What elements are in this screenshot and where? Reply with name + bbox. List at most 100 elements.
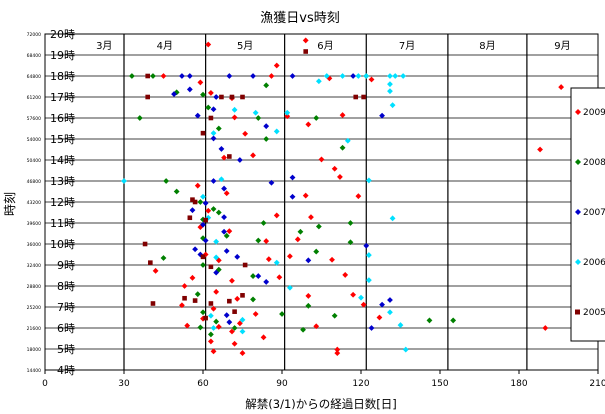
data-point-2006 (387, 81, 393, 88)
y-tick-label: 61200 (27, 95, 41, 101)
data-point-2005 (219, 94, 224, 100)
data-point-2007 (250, 73, 256, 79)
data-point-2007 (210, 178, 217, 184)
legend-marker-2008 (575, 159, 581, 165)
data-point-2009 (260, 334, 267, 341)
data-point-2006 (389, 215, 396, 222)
data-point-2007 (289, 193, 296, 200)
data-point-2008 (200, 262, 206, 268)
data-point-2006 (213, 254, 220, 261)
data-point-2009 (368, 76, 375, 83)
y-tick-label: 57600 (27, 116, 41, 122)
y-tick-label: 18000 (27, 347, 41, 353)
y-tick-label: 43200 (27, 200, 41, 206)
data-point-2009 (213, 288, 220, 295)
data-point-2008 (215, 266, 222, 273)
data-point-2008 (197, 199, 204, 205)
data-point-2008 (136, 115, 143, 121)
data-point-2009 (197, 79, 204, 86)
data-point-2006 (273, 128, 280, 135)
month-label: 6月 (317, 40, 333, 52)
data-point-2006 (287, 284, 293, 291)
data-point-2008 (331, 312, 338, 319)
data-point-2008 (129, 73, 135, 79)
hour-label: 10時 (50, 238, 75, 251)
data-point-2009 (331, 165, 338, 172)
data-point-2008 (300, 326, 306, 333)
x-tick-label: 150 (431, 379, 448, 389)
y-tick-label: 72000 (27, 32, 41, 38)
data-point-2009 (276, 274, 283, 281)
data-point-2008 (231, 325, 238, 331)
data-point-2006 (239, 328, 246, 335)
data-point-2007 (210, 106, 217, 113)
data-point-2007 (213, 269, 220, 276)
data-point-2008 (250, 273, 256, 279)
data-point-2007 (289, 73, 296, 79)
data-point-2009 (184, 322, 191, 329)
data-point-2009 (215, 323, 222, 330)
data-point-2006 (252, 109, 259, 116)
data-point-2009 (231, 114, 238, 121)
data-point-2009 (302, 37, 309, 44)
data-point-2006 (392, 73, 399, 79)
data-point-2007 (263, 123, 270, 130)
data-point-2008 (197, 324, 204, 331)
data-point-2005 (190, 197, 195, 202)
data-point-2009 (194, 182, 201, 189)
data-point-2006 (397, 322, 404, 328)
data-point-2009 (208, 338, 214, 345)
data-point-2007 (268, 179, 275, 186)
hour-label: 16時 (50, 112, 75, 125)
data-point-2005 (145, 94, 150, 100)
data-point-2007 (202, 200, 209, 207)
data-point-2005 (208, 264, 214, 270)
hour-label: 6時 (57, 322, 75, 335)
hour-label: 11時 (50, 217, 75, 230)
data-point-2009 (226, 228, 233, 235)
hour-label: 17時 (50, 91, 75, 104)
data-point-2008 (263, 82, 270, 89)
data-point-2005 (242, 262, 248, 268)
data-point-2005 (227, 298, 232, 304)
data-point-2009 (313, 323, 320, 330)
data-point-2009 (242, 130, 249, 137)
data-point-2008 (150, 73, 156, 79)
month-label: 3月 (96, 40, 112, 52)
data-point-2007 (226, 319, 233, 326)
data-point-2009 (265, 256, 272, 263)
data-point-2008 (260, 220, 267, 226)
data-point-2009 (208, 90, 214, 96)
month-label: 8月 (479, 40, 495, 52)
month-label: 5月 (237, 40, 253, 52)
data-point-2007 (236, 157, 243, 163)
data-point-2009 (542, 325, 549, 331)
x-tick-label: 90 (276, 379, 288, 389)
data-point-2009 (360, 301, 367, 308)
data-point-2008 (315, 223, 322, 230)
data-point-2008 (223, 232, 230, 239)
data-point-2007 (200, 221, 206, 228)
data-point-2007 (234, 253, 241, 260)
data-point-2007 (202, 237, 209, 244)
data-point-2006 (366, 252, 372, 258)
data-point-2008 (173, 188, 180, 195)
data-point-2007 (221, 185, 227, 192)
data-point-2009 (250, 152, 256, 159)
data-point-2007 (226, 73, 233, 79)
data-point-2006 (366, 177, 372, 184)
data-point-2009 (205, 41, 212, 48)
data-point-2008 (426, 317, 433, 324)
data-point-2008 (297, 228, 304, 235)
data-point-2006 (358, 294, 364, 301)
data-point-2009 (179, 302, 185, 309)
data-point-2007 (210, 135, 217, 142)
data-point-2007 (363, 242, 370, 249)
data-point-2009 (337, 174, 343, 180)
data-point-2005 (232, 309, 237, 314)
data-point-2005 (240, 293, 245, 298)
data-point-2008 (205, 104, 212, 111)
month-label: 9月 (554, 40, 570, 52)
legend: 2009 2008 2007 2006 2005 (570, 87, 605, 342)
